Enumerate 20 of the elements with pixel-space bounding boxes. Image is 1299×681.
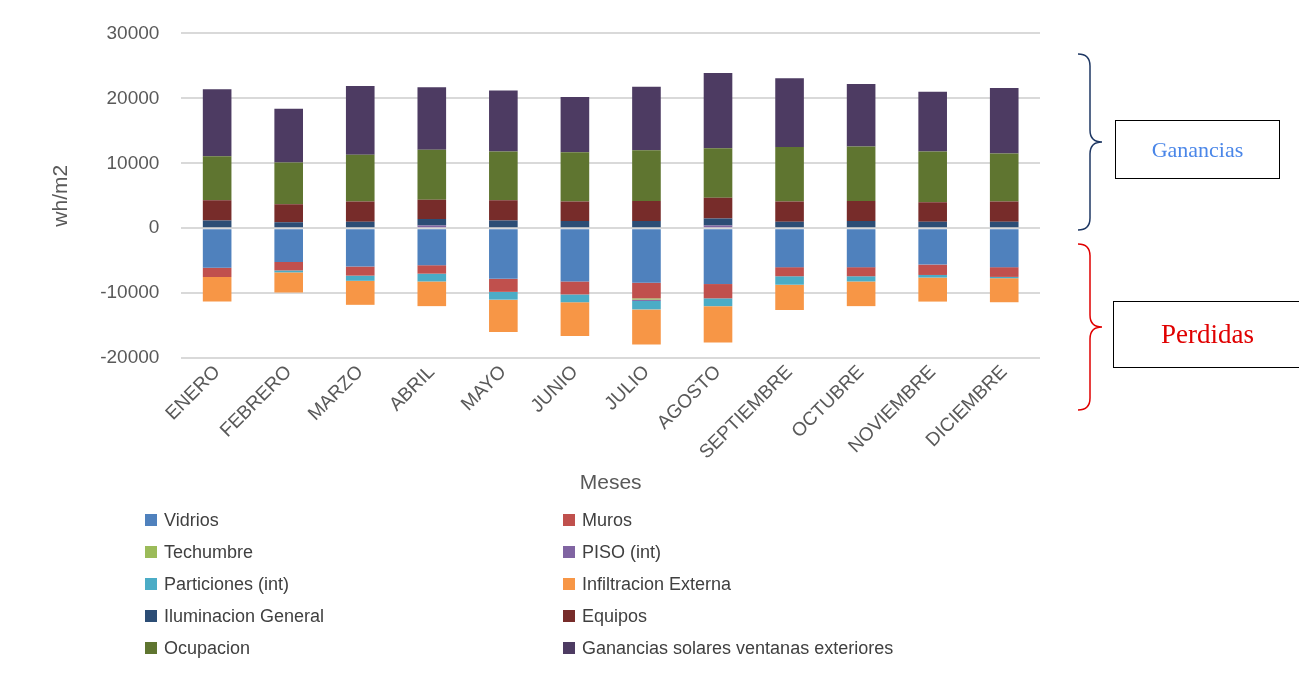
text: Perdidas [1113, 301, 1299, 368]
legend-label: Techumbre [164, 541, 254, 563]
y-tick-label: 10000 [106, 151, 160, 173]
legend-label: Equipos [582, 605, 648, 627]
y-axis-title: wh/m2 [48, 164, 72, 228]
legend-label: Infiltracion Externa [582, 573, 732, 595]
y-tick-label: -20000 [100, 346, 160, 368]
legend-label: Particiones (int) [164, 573, 290, 595]
y-tick-label: 0 [148, 216, 160, 238]
legend-label: Vidrios [164, 509, 219, 531]
legend-label: Iluminacion General [164, 605, 325, 627]
x-axis-title: Meses [579, 470, 642, 494]
legend-label: Ocupacion [164, 637, 251, 659]
y-tick-label: -10000 [100, 281, 160, 303]
legend-label: PISO (int) [582, 541, 662, 563]
text: Ganancias [1115, 120, 1280, 179]
y-tick-label: 30000 [106, 21, 160, 43]
legend-label: Muros [582, 509, 633, 531]
legend-label: Ganancias solares ventanas exteriores [582, 637, 894, 659]
y-tick-label: 20000 [106, 86, 160, 108]
